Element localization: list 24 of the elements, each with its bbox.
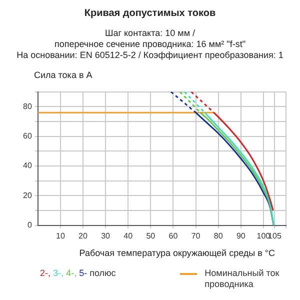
text: 5-	[79, 268, 88, 278]
x-tick-label: 30	[101, 231, 111, 240]
x-tick-label: 20	[78, 231, 88, 240]
x-tick-label: 70	[191, 231, 201, 240]
y-tick-label: 20	[22, 190, 32, 200]
y-tick-label: 80	[22, 102, 32, 111]
chart-subtitle: Шаг контакта: 10 мм / поперечное сечение проводника: 16 мм² "f-st" На основании: EN 60512-5-2 / Коэффициент преобразования: 1	[16, 28, 284, 61]
x-tick-label: 90	[236, 231, 246, 240]
x-tick-label: 50	[146, 231, 156, 240]
y-axis-title: Сила тока в A	[34, 70, 92, 80]
text: 4-,	[66, 268, 78, 278]
text: 2-,	[40, 268, 52, 278]
x-tick-label: 40	[124, 231, 134, 240]
legend-label: Номинальный ток проводника	[204, 268, 280, 290]
y-tick-label: 0	[27, 220, 32, 230]
x-tick-label: 60	[168, 231, 178, 240]
y-tick-label: 60	[22, 132, 32, 141]
chart-title: Кривая допустимых токов	[83, 8, 217, 19]
x-tick-label: 10	[56, 231, 66, 240]
y-tick-label: 40	[22, 161, 32, 170]
text: 3-,	[53, 268, 65, 278]
x-axis-title: Рабочая температура окружающей среды в °C	[78, 248, 275, 258]
text: полюс	[90, 268, 116, 278]
x-tick-label: 80	[214, 231, 224, 240]
